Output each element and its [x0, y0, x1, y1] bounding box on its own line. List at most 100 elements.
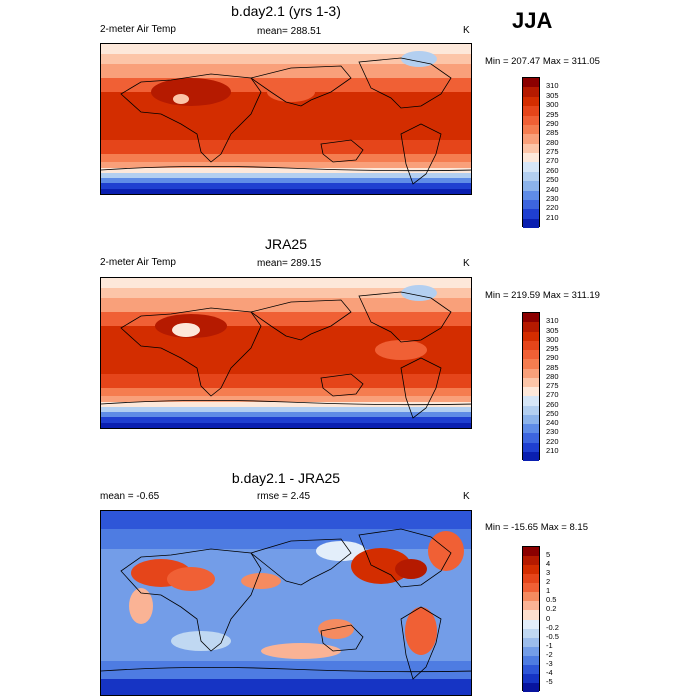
colorbar-swatch [523, 106, 539, 116]
colorbar-swatch [523, 181, 539, 191]
colorbar-tick-label: 285 [546, 128, 559, 138]
colorbar-tick-label: 280 [546, 371, 559, 381]
colorbar-swatch [523, 162, 539, 172]
mean-label: mean = -0.65 [100, 491, 160, 502]
colorbar-tick-label: 310 [546, 81, 559, 91]
mean-label: mean= 288.51 [257, 26, 322, 37]
colorbar-tick-label: 300 [546, 100, 559, 110]
colorbar-tick-label: 210 [546, 212, 559, 222]
unit-label: K [463, 25, 470, 36]
colorbar-tick-label: 220 [546, 203, 559, 213]
colorbar-swatch [523, 619, 539, 629]
colorbar-swatch [523, 340, 539, 350]
map-reference-temperature [100, 277, 472, 429]
colorbar-swatch [523, 610, 539, 620]
colorbar-swatch [523, 655, 539, 665]
colorbar-tick-label: -3 [546, 658, 553, 668]
colorbar-swatch [523, 143, 539, 153]
panel-title: b.day2.1 (yrs 1-3) [231, 3, 341, 19]
colorbar-tick-label: 5 [546, 550, 551, 560]
colorbar-tick-label: 230 [546, 427, 559, 437]
colorbar-swatch [523, 368, 539, 378]
colorbar-tick-label: 250 [546, 175, 559, 185]
colorbar-swatch [523, 565, 539, 575]
colorbar-swatch [523, 313, 539, 323]
colorbar-swatch [523, 331, 539, 341]
colorbar-tick-label: 295 [546, 109, 559, 119]
colorbar-swatch [523, 171, 539, 182]
panel-title: JRA25 [264, 236, 308, 252]
colorbar-tick-label: -1 [546, 640, 553, 650]
colorbar-tick-label: 290 [546, 118, 559, 128]
colorbar-swatch [523, 190, 539, 200]
colorbar-tick-label: 0.2 [546, 604, 557, 614]
colorbar-swatch [523, 682, 539, 692]
colorbar-tick-label: 300 [546, 334, 559, 344]
colorbar-swatch [523, 322, 539, 332]
colorbar-swatch [523, 664, 539, 674]
colorbar [522, 546, 540, 692]
colorbar-swatch [523, 451, 539, 461]
colorbar-tick-label: 210 [546, 445, 559, 455]
colorbar-swatch [523, 592, 539, 602]
colorbar-swatch [523, 442, 539, 452]
colorbar-tick-label: 240 [546, 184, 559, 194]
colorbar-swatch [523, 574, 539, 584]
colorbar-swatch [523, 424, 539, 434]
colorbar-tick-label: 270 [546, 156, 559, 166]
colorbar-tick-label: 310 [546, 316, 559, 326]
colorbar-swatch [523, 209, 539, 219]
colorbar-tick-label: 260 [546, 399, 559, 409]
colorbar-swatch [523, 218, 539, 228]
colorbar-tick-label: 305 [546, 325, 559, 335]
colorbar-swatch [523, 673, 539, 683]
colorbar-tick-label: -5 [546, 676, 553, 686]
colorbar-tick-label: 0.5 [546, 595, 557, 605]
colorbar-tick-label: 290 [546, 353, 559, 363]
colorbar-swatch [523, 601, 539, 611]
colorbar [522, 312, 540, 461]
colorbar-tick-label: -0.2 [546, 622, 559, 632]
colorbar-tick-label: 285 [546, 362, 559, 372]
colorbar-tick-label: 295 [546, 344, 559, 353]
colorbar-tick-label: 275 [546, 147, 559, 156]
colorbar-tick-label: -4 [546, 667, 553, 677]
colorbar-tick-label: -0.5 [546, 631, 559, 641]
colorbar-swatch [523, 377, 539, 387]
colorbar-swatch [523, 199, 539, 210]
colorbar-tick-label: 2 [546, 577, 551, 587]
colorbar-tick-label: 260 [546, 165, 559, 175]
minmax-label: Min = 207.47 Max = 311.05 [485, 56, 600, 67]
colorbar-swatch [523, 78, 539, 88]
rmse-label: rmse = 2.45 [257, 491, 311, 502]
colorbar-tick-label: 250 [546, 408, 559, 418]
colorbar-tick-label: 0 [546, 613, 551, 623]
mean-label: mean= 289.15 [257, 258, 322, 269]
colorbar-swatch [523, 387, 539, 397]
colorbar-swatch [523, 405, 539, 415]
colorbar-swatch [523, 547, 539, 557]
variable-label: 2-meter Air Temp [100, 24, 176, 35]
colorbar-swatch [523, 583, 539, 593]
variable-label: 2-meter Air Temp [100, 257, 176, 268]
colorbar-tick-label: 275 [546, 381, 559, 390]
colorbar-swatch [523, 359, 539, 369]
season-label: JJA [512, 8, 553, 33]
colorbar-swatch [523, 124, 539, 135]
map-difference-temperature [100, 510, 472, 696]
colorbar-tick-label: 270 [546, 390, 559, 400]
colorbar-tick-label: 240 [546, 418, 559, 427]
colorbar-swatch [523, 433, 539, 443]
unit-label: K [463, 491, 470, 502]
map-model-temperature [100, 43, 472, 195]
colorbar-swatch [523, 96, 539, 107]
colorbar-swatch [523, 115, 539, 125]
minmax-label: Min = 219.59 Max = 311.19 [485, 290, 600, 301]
colorbar-tick-label: 230 [546, 193, 559, 203]
colorbar-tick-label: 305 [546, 90, 559, 100]
colorbar-tick-label: 280 [546, 137, 559, 147]
colorbar-swatch [523, 637, 539, 647]
colorbar-swatch [523, 414, 539, 424]
colorbar-tick-label: 220 [546, 436, 559, 446]
minmax-label: Min = -15.65 Max = 8.15 [485, 522, 588, 533]
